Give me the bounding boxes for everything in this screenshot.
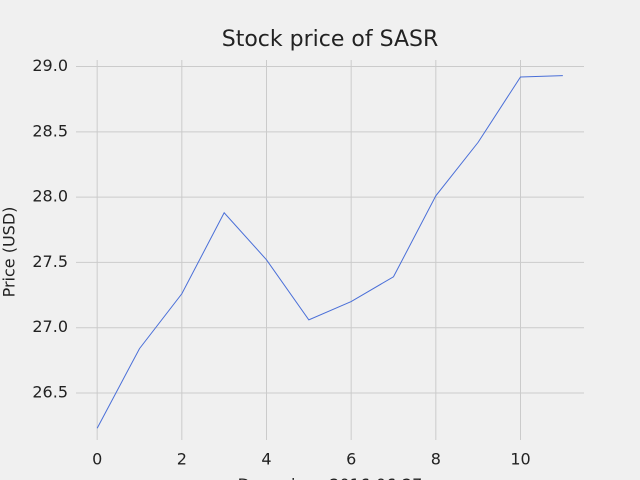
y-tick-label: 29.0 (32, 56, 68, 75)
x-tick-label: 4 (261, 450, 271, 469)
x-tick-label: 8 (431, 450, 441, 469)
line (96, 75, 563, 429)
chart-title: Stock price of SASR (222, 27, 439, 52)
y-tick-label: 27.0 (32, 317, 68, 336)
x-tick-label: 2 (177, 450, 187, 469)
x-tick-label: 0 (92, 450, 102, 469)
x-axis-label: Days since 2016-06-27 (238, 475, 423, 480)
y-tick-label: 27.5 (32, 252, 68, 271)
y-axis-label: Price (USD) (0, 207, 19, 298)
x-tick-label: 6 (346, 450, 356, 469)
y-tick-label: 28.0 (32, 187, 68, 206)
y-tick-label: 26.5 (32, 382, 68, 401)
y-tick-label: 28.5 (32, 121, 68, 140)
x-tick-label: 10 (510, 450, 530, 469)
